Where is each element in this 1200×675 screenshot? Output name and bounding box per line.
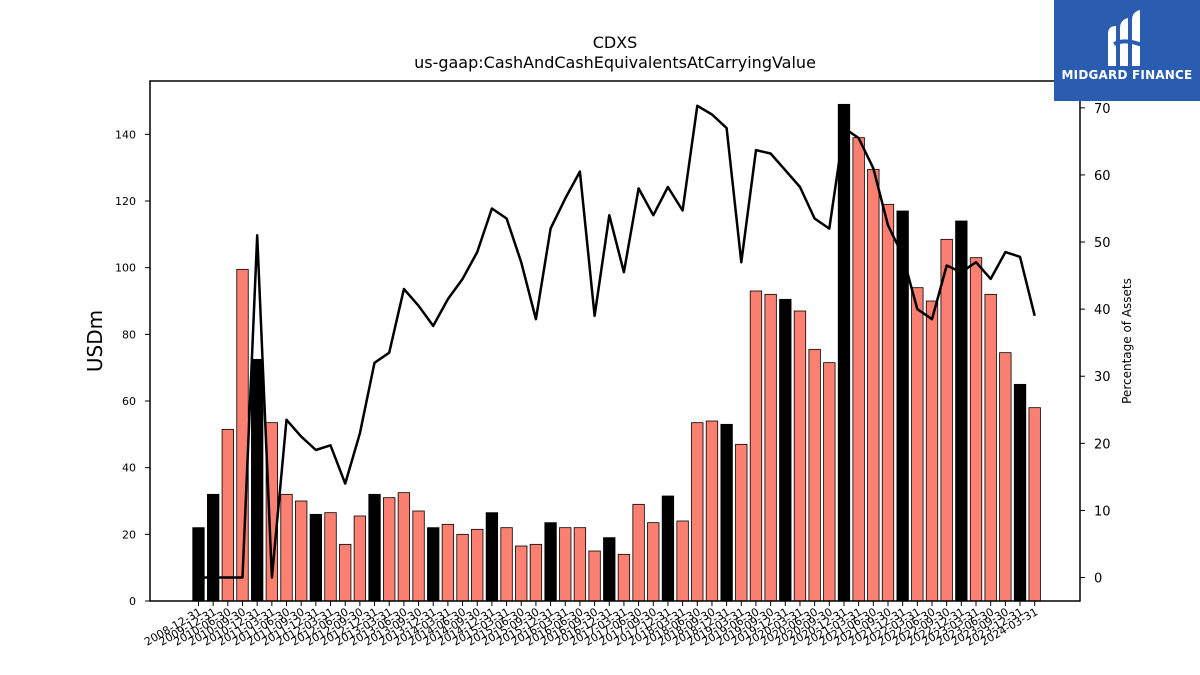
bar: [339, 543, 352, 602]
bar: [617, 553, 631, 602]
y2-tick-label: 40: [1094, 303, 1111, 318]
bar: [940, 238, 953, 602]
y-tick-label: 0: [129, 595, 136, 608]
y-axis-left: 0 20 40 60 80 100 120 140: [115, 128, 150, 608]
bar: [309, 513, 323, 602]
bar: [984, 293, 997, 602]
bar: [867, 168, 880, 602]
chart-subtitle: us-gaap:CashAndCashEquivalentsAtCarrying…: [414, 53, 816, 72]
bar: [251, 358, 264, 602]
bar: [324, 512, 337, 602]
bar: [559, 527, 572, 602]
bar: [603, 537, 616, 602]
y2-tick-label: 50: [1094, 236, 1111, 251]
bar: [969, 257, 983, 602]
y-tick-label: 120: [115, 195, 136, 208]
bar: [837, 103, 851, 602]
bar: [793, 310, 807, 602]
bar: [397, 492, 411, 602]
bar: [412, 510, 425, 602]
y2-tick-label: 60: [1094, 169, 1111, 184]
line-series: [198, 104, 1036, 579]
y-tick-label: 100: [115, 262, 136, 275]
y2-tick-label: 70: [1094, 102, 1111, 117]
bar: [676, 520, 689, 602]
percentage-line: [198, 104, 1036, 579]
y-axis-right: 0 10 20 30 40 50 60 70: [1080, 102, 1111, 587]
bar: [573, 527, 587, 602]
bar: [632, 503, 645, 602]
bar: [544, 522, 557, 602]
brand-logo: MIDGARD FINANCE: [1054, 0, 1200, 101]
bar: [852, 137, 865, 602]
bar: [500, 527, 513, 602]
y-tick-label: 60: [122, 395, 136, 408]
bar: [720, 423, 733, 602]
logo-text: MIDGARD FINANCE: [1061, 68, 1193, 82]
y-tick-label: 80: [122, 328, 136, 341]
bar: [207, 493, 220, 602]
bar: [735, 443, 748, 602]
bar: [515, 545, 528, 602]
bar: [764, 293, 777, 602]
y-axis-label: USDm: [83, 310, 107, 372]
bar: [911, 287, 924, 602]
bar: [471, 528, 484, 602]
bar: [647, 522, 660, 602]
y2-axis-label: Percentage of Assets: [1120, 278, 1134, 404]
bar: [881, 203, 895, 602]
bar: [221, 428, 234, 602]
bar: [999, 352, 1012, 602]
y2-tick-label: 20: [1094, 437, 1111, 452]
bar: [192, 527, 205, 602]
bar: [353, 515, 367, 602]
bar-series: [192, 103, 1041, 602]
bar: [383, 497, 396, 602]
logo-mark-icon: [1108, 10, 1145, 66]
bar: [280, 493, 293, 602]
bar: [779, 298, 792, 602]
bar: [808, 348, 821, 602]
bar: [1028, 407, 1041, 602]
bar: [823, 362, 836, 602]
plot-frame: [149, 80, 1081, 602]
bar: [295, 500, 308, 602]
y2-tick-label: 30: [1094, 370, 1111, 385]
y-tick-label: 20: [122, 528, 136, 541]
y-tick-label: 140: [115, 128, 136, 141]
bar: [368, 493, 381, 602]
bar: [661, 495, 675, 602]
bar: [1013, 383, 1027, 602]
bar: [485, 512, 499, 602]
y-tick-label: 40: [122, 462, 136, 475]
bar: [588, 550, 601, 602]
bar: [441, 523, 455, 602]
bar: [456, 533, 469, 602]
bar: [925, 300, 939, 602]
y2-tick-label: 10: [1094, 504, 1111, 519]
bar: [427, 527, 440, 602]
y2-tick-label: 0: [1094, 572, 1102, 587]
bar: [691, 422, 704, 602]
x-axis: 2008-12-312009-12-312010-06-302010-09-30…: [142, 601, 1040, 649]
bar: [955, 220, 968, 602]
bar: [749, 290, 763, 602]
bar: [705, 420, 719, 602]
bar: [529, 543, 543, 602]
chart-title: CDXS: [593, 33, 638, 52]
